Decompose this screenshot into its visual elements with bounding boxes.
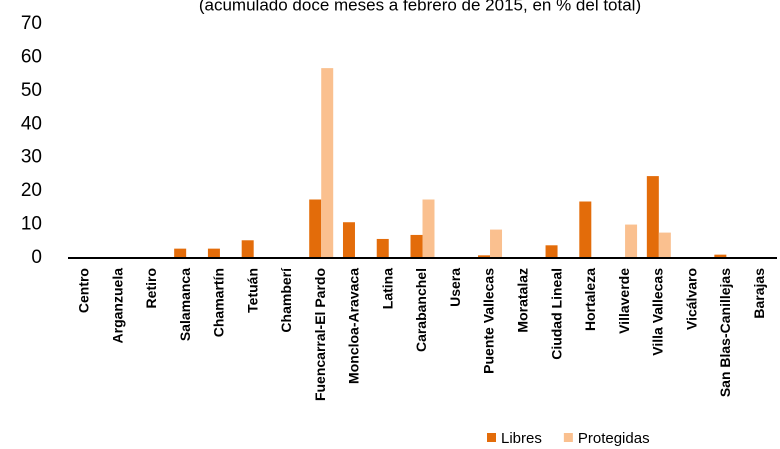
x-tick-label: Moratalaz xyxy=(514,268,530,333)
bar xyxy=(545,245,558,258)
bar xyxy=(309,199,322,258)
bar xyxy=(207,248,220,258)
bar xyxy=(646,176,659,258)
legend-label: Libres xyxy=(501,430,542,447)
x-tick-label: Salamanca xyxy=(177,268,193,341)
x-tick-label: Fuencarral-El Pardo xyxy=(312,268,328,401)
x-tick-label: Vicálvaro xyxy=(683,268,699,330)
bar xyxy=(625,224,638,258)
bar xyxy=(490,229,503,258)
y-tick-label: 40 xyxy=(21,113,42,134)
legend-swatch xyxy=(487,433,496,442)
bar xyxy=(321,68,334,258)
x-tick-label: Retiro xyxy=(143,268,159,308)
x-tick-label: Ciudad Lineal xyxy=(548,268,564,360)
y-tick-label: 10 xyxy=(21,214,42,235)
x-tick-label: Hortaleza xyxy=(582,268,598,331)
bar xyxy=(714,254,727,258)
x-tick-label: Latina xyxy=(379,268,395,309)
x-tick-label: Puente Vallecas xyxy=(481,268,497,374)
y-tick-label: 30 xyxy=(21,147,42,168)
legend-label: Protegidas xyxy=(578,430,650,447)
y-tick-label: 70 xyxy=(21,13,42,34)
x-tick-label: Villa Vallecas xyxy=(650,268,666,356)
x-tick-label: Arganzuela xyxy=(109,268,125,344)
legend-swatch xyxy=(563,433,573,442)
x-tick-label: Villaverde xyxy=(616,268,632,334)
bar xyxy=(579,201,592,258)
x-tick-label: Chamberí xyxy=(278,267,294,333)
y-tick-label: 20 xyxy=(21,180,42,201)
bar xyxy=(342,222,355,258)
x-tick-label: Centro xyxy=(76,268,92,313)
x-tick-label: Chamartín xyxy=(211,268,227,337)
x-tick-label: San Blas-Canillejas xyxy=(717,268,733,397)
bar xyxy=(376,238,389,258)
x-tick-label: Usera xyxy=(447,268,463,307)
bar xyxy=(241,240,254,258)
y-tick-label: 60 xyxy=(21,46,42,67)
y-tick-label: 50 xyxy=(21,80,42,101)
y-tick-label: 0 xyxy=(31,247,42,268)
x-tick-label: Barajas xyxy=(751,268,767,319)
bar xyxy=(410,234,423,258)
bar xyxy=(658,232,671,258)
bar xyxy=(478,255,491,258)
x-tick-label: Moncloa-Aravaca xyxy=(346,268,362,384)
x-tick-label: Carabanchel xyxy=(413,268,429,352)
chart-subtitle: (acumulado doce meses a febrero de 2015,… xyxy=(199,0,641,14)
bar xyxy=(422,199,435,258)
x-tick-label: Tetuán xyxy=(244,268,260,313)
bar xyxy=(174,248,187,258)
